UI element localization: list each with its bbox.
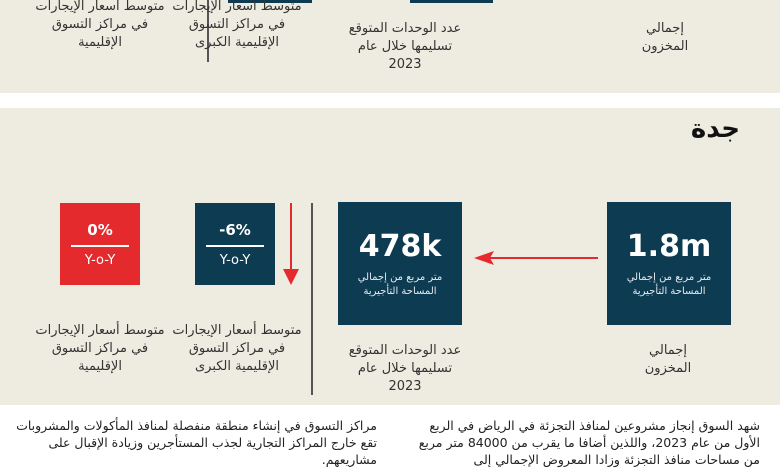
period: Y-o-Y <box>219 252 251 268</box>
expected-units-label: عدد الوحدات المتوقع تسليمها خلال عام 2023 <box>330 20 480 74</box>
value: 478k <box>358 228 442 264</box>
paragraph-left: مراكز التسوق في إنشاء منطقة منفصلة لمناف… <box>16 418 377 467</box>
arrow-left-icon <box>474 251 598 265</box>
regional-rent-label: متوسط أسعار الإيجارات في مراكز التسوق ال… <box>35 323 165 374</box>
separator <box>206 244 264 247</box>
caption: متر مربع من إجمالي المساحة التأجيرية <box>626 271 712 297</box>
super-regional-rent-label: متوسط أسعار الإيجارات في مراكز التسوق ال… <box>172 323 302 374</box>
partial-box <box>410 0 493 3</box>
arrow-down-icon <box>283 203 299 285</box>
change-value: 0% <box>87 220 113 239</box>
total-stock-box: 1.8m متر مربع من إجمالي المساحة التأجيري… <box>607 202 731 325</box>
divider <box>207 0 209 62</box>
regional-rent-label: متوسط أسعار الإيجارات في مراكز التسوق ال… <box>35 0 165 50</box>
jeddah-section: جدة 0% Y-o-Y -6% Y-o-Y 478k متر مربع من … <box>0 108 780 405</box>
label-text: عدد الوحدات المتوقع تسليمها خلال عام <box>348 21 462 54</box>
top-section: متوسط أسعار الإيجارات في مراكز التسوق ال… <box>0 0 780 93</box>
year: 2023 <box>388 57 422 72</box>
divider <box>311 203 313 395</box>
expected-units-label: عدد الوحدات المتوقع تسليمها خلال عام 2023 <box>330 342 480 396</box>
separator <box>71 244 129 247</box>
paragraph-right: شهد السوق إنجاز مشروعين لمنافذ التجزئة ف… <box>418 418 760 467</box>
super-regional-rent-box: -6% Y-o-Y <box>195 203 275 285</box>
value: 1.8m <box>626 228 712 264</box>
period: Y-o-Y <box>84 252 116 268</box>
total-stock-label: إجمالي المخزون <box>644 343 692 376</box>
change-value: -6% <box>219 220 251 239</box>
caption: متر مربع من إجمالي المساحة التأجيرية <box>357 271 443 297</box>
label-text: عدد الوحدات المتوقع تسليمها خلال عام <box>348 343 462 376</box>
year: 2023 <box>388 379 422 394</box>
super-regional-rent-label: متوسط أسعار الإيجارات في مراكز التسوق ال… <box>172 0 302 50</box>
expected-units-box: 478k متر مربع من إجمالي المساحة التأجيري… <box>338 202 462 325</box>
partial-box <box>228 0 312 3</box>
total-stock-label: إجمالي المخزون <box>641 21 689 54</box>
section-title: جدة <box>690 114 740 144</box>
regional-rent-box: 0% Y-o-Y <box>60 203 140 285</box>
